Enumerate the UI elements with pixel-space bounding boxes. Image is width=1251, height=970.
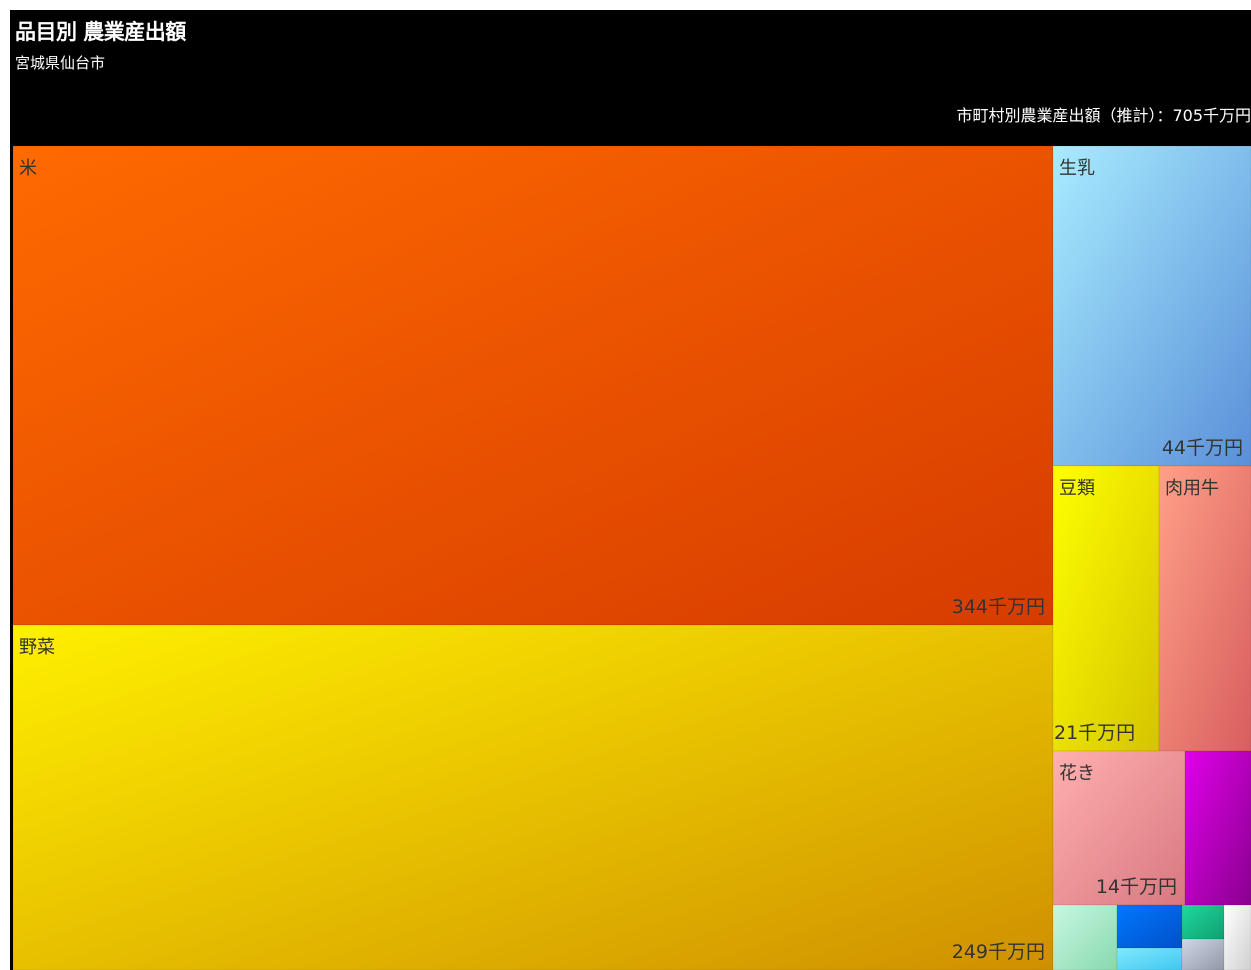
total-output-label: 市町村別農業産出額（推計）：705千万円 [956,106,1251,125]
treemap-tile-8[interactable] [1116,904,1183,949]
treemap-tile-9[interactable] [1116,947,1183,970]
tile-value-label: 344千万円 [952,596,1045,618]
chart-subtitle: 宮城県仙台市 [15,54,106,72]
tile-name-label: 花き [1059,763,1095,784]
chart-header: 品目別 農業産出額 宮城県仙台市 市町村別農業産出額（推計）：705千万円 [10,10,1251,146]
treemap-tile-米[interactable] [12,145,1054,626]
tile-value-label: 14千万円 [1096,876,1177,898]
treemap-tile-生乳[interactable] [1052,145,1251,467]
tile-name-label: 肉用牛 [1165,478,1219,499]
treemap-tile-肉用牛[interactable] [1158,465,1251,752]
chart-frame: 米 344千万円 野菜 249千万円 生乳 44千万円 豆類 21千万円 肉用牛 花き 14千万円 … [10,10,1251,970]
treemap-tile-11[interactable] [1181,938,1225,970]
treemap-tile-12[interactable] [1223,904,1251,970]
treemap-tile-豆類[interactable] [1052,465,1160,752]
treemap-tile-花き[interactable] [1052,750,1186,906]
treemap-tile-10[interactable] [1181,904,1225,940]
tile-name-label: 野菜 [19,637,55,658]
tile-value-label: 249千万円 [952,941,1045,963]
chart-title: 品目別 農業産出額 [15,20,186,44]
tile-value-label: 21千万円 [1054,722,1135,744]
treemap-tile-6[interactable] [1184,750,1251,906]
tile-value-label: 44千万円 [1162,437,1243,459]
tile-name-label: 米 [19,158,37,179]
tile-name-label: 豆類 [1059,478,1095,499]
tile-name-label: 生乳 [1059,158,1095,179]
treemap-tile-野菜[interactable] [12,624,1054,970]
treemap-tile-7[interactable] [1052,904,1118,970]
